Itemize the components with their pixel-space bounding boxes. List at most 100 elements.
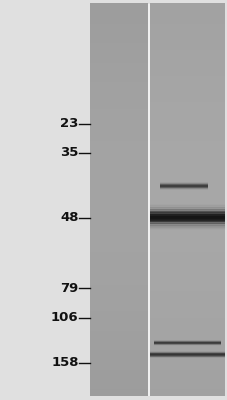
Bar	[90, 180, 148, 187]
Bar	[150, 353, 224, 354]
Bar	[150, 216, 224, 217]
Bar	[90, 42, 148, 50]
Bar	[90, 121, 148, 128]
Bar	[90, 304, 148, 311]
Bar	[159, 187, 207, 188]
Bar	[90, 350, 148, 357]
Bar	[150, 209, 224, 210]
Bar	[150, 226, 224, 228]
Bar	[150, 160, 224, 167]
Bar	[150, 88, 224, 96]
Bar	[150, 336, 224, 344]
Bar	[150, 222, 224, 223]
Bar	[150, 354, 224, 355]
Bar	[150, 229, 224, 230]
Bar	[150, 62, 224, 69]
Bar	[150, 221, 224, 222]
Bar	[150, 147, 224, 154]
Bar	[150, 369, 224, 376]
Bar	[90, 193, 148, 200]
Bar	[153, 345, 220, 346]
Bar	[150, 356, 224, 357]
Bar	[150, 42, 224, 50]
Bar	[150, 223, 224, 224]
Bar	[153, 342, 220, 343]
Bar	[150, 252, 224, 259]
Bar	[90, 127, 148, 135]
Bar	[90, 356, 148, 363]
Bar	[90, 186, 148, 194]
Bar	[90, 317, 148, 324]
Bar	[150, 232, 224, 239]
Bar	[90, 140, 148, 148]
Bar	[150, 389, 224, 396]
Bar	[159, 186, 207, 187]
Bar	[90, 62, 148, 69]
Bar	[150, 23, 224, 30]
Bar	[150, 49, 224, 56]
Bar	[150, 207, 224, 208]
Bar	[150, 209, 224, 210]
Bar	[150, 355, 224, 356]
Bar	[150, 225, 224, 233]
Bar	[90, 154, 148, 161]
Bar	[150, 219, 224, 220]
Bar	[150, 352, 224, 353]
Bar	[150, 10, 224, 17]
Text: 35: 35	[60, 146, 78, 160]
Bar	[159, 189, 207, 190]
Bar	[150, 227, 224, 228]
Bar	[90, 88, 148, 96]
Bar	[150, 317, 224, 324]
Bar	[150, 271, 224, 278]
Bar	[90, 362, 148, 370]
Bar	[153, 341, 220, 342]
Bar	[150, 220, 224, 221]
Bar	[90, 166, 148, 174]
Bar	[150, 362, 224, 370]
Bar	[159, 188, 207, 189]
Bar	[150, 228, 224, 230]
Bar	[90, 225, 148, 233]
Bar	[90, 323, 148, 331]
Bar	[150, 140, 224, 148]
Bar	[153, 344, 220, 345]
Bar	[150, 351, 224, 352]
Bar	[150, 207, 224, 208]
Text: 48: 48	[60, 211, 78, 224]
Bar	[153, 340, 220, 341]
Bar	[150, 214, 224, 215]
Bar	[159, 188, 207, 189]
Bar	[90, 75, 148, 82]
Bar	[150, 225, 224, 226]
Bar	[150, 355, 224, 356]
Bar	[150, 68, 224, 76]
Text: 106: 106	[51, 311, 78, 324]
Bar	[150, 210, 224, 212]
Bar	[150, 284, 224, 292]
Bar	[150, 245, 224, 252]
Bar	[90, 219, 148, 226]
Bar	[150, 114, 224, 122]
Bar	[150, 56, 224, 63]
Bar	[150, 208, 224, 209]
Bar	[150, 212, 224, 214]
Bar	[150, 323, 224, 331]
Bar	[150, 353, 224, 354]
Bar	[150, 356, 224, 363]
Bar	[150, 219, 224, 226]
Bar	[90, 212, 148, 220]
Bar	[153, 342, 220, 343]
Bar	[90, 245, 148, 252]
Bar	[159, 182, 207, 183]
Bar	[153, 344, 220, 345]
Bar	[159, 184, 207, 185]
Bar	[90, 389, 148, 396]
Bar	[90, 199, 148, 206]
Bar	[150, 180, 224, 187]
Bar	[150, 213, 224, 214]
Bar	[150, 228, 224, 229]
Bar	[150, 210, 224, 211]
Bar	[90, 160, 148, 167]
Bar	[150, 351, 224, 352]
